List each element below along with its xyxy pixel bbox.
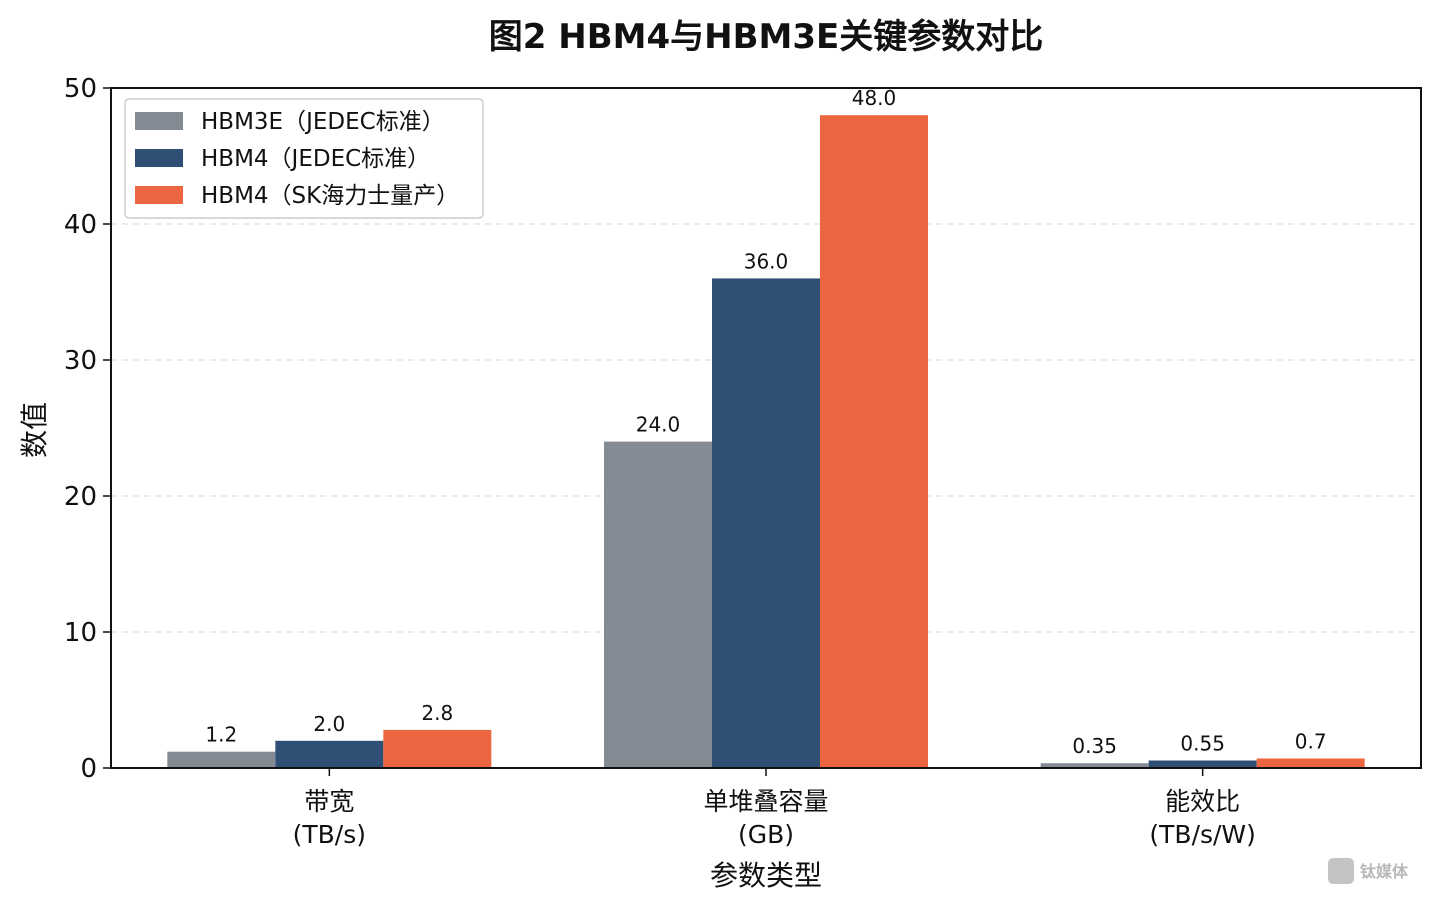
legend-label: HBM4（SK海力士量产） — [201, 183, 459, 209]
bar — [820, 115, 928, 768]
data-label: 2.0 — [313, 712, 345, 736]
watermark: 钛媒体 — [1328, 858, 1409, 884]
bars — [167, 115, 1365, 768]
watermark-logo-icon — [1328, 858, 1354, 884]
legend-label: HBM4（JEDEC标准） — [201, 146, 430, 172]
data-labels: 1.2 2.0 2.8 24.0 36.0 48.0 0.35 0.55 0.7 — [205, 86, 1326, 758]
bar — [383, 729, 492, 768]
x-tick-label: 单堆叠容量 — [703, 787, 828, 816]
y-tick-label: 20 — [64, 482, 97, 512]
data-label: 0.7 — [1295, 729, 1327, 753]
legend-swatch — [135, 112, 183, 130]
bar — [712, 278, 820, 768]
bar — [604, 441, 712, 768]
x-axis-ticks: 带宽 (TB/s) 单堆叠容量 (GB) 能效比 (TB/s/W) — [293, 768, 1256, 849]
bar — [1040, 763, 1149, 768]
data-label: 48.0 — [852, 86, 897, 110]
data-label: 1.2 — [205, 723, 237, 747]
x-axis-label: 参数类型 — [710, 859, 822, 892]
y-axis-label: 数值 — [18, 402, 51, 458]
y-tick-label: 10 — [64, 618, 97, 648]
watermark-text: 钛媒体 — [1360, 862, 1409, 881]
x-tick-label: 带宽 — [304, 787, 354, 816]
data-label: 36.0 — [744, 249, 789, 273]
legend-swatch — [135, 186, 183, 204]
legend-label: HBM3E（JEDEC标准） — [201, 109, 445, 135]
y-tick-label: 0 — [80, 754, 97, 784]
bar — [275, 740, 384, 768]
x-tick-label: 能效比 — [1165, 787, 1240, 816]
x-tick-label: (GB) — [738, 820, 794, 849]
legend: HBM3E（JEDEC标准） HBM4（JEDEC标准） HBM4（SK海力士量产） — [124, 98, 484, 219]
legend-box — [124, 98, 484, 219]
y-tick-label: 40 — [64, 210, 97, 240]
bar — [1256, 758, 1365, 768]
y-tick-label: 50 — [64, 74, 97, 104]
chart-title: 图2 HBM4与HBM3E关键参数对比 — [489, 17, 1043, 57]
bar — [167, 751, 276, 768]
data-label: 2.8 — [421, 701, 453, 725]
bar — [1148, 760, 1257, 768]
y-tick-label: 30 — [64, 346, 97, 376]
x-tick-label: (TB/s) — [293, 820, 366, 849]
legend-swatch — [135, 149, 183, 167]
y-axis-ticks: 0 10 20 30 40 50 — [64, 74, 111, 784]
data-label: 24.0 — [636, 413, 681, 437]
x-tick-label: (TB/s/W) — [1149, 820, 1256, 849]
data-label: 0.55 — [1180, 732, 1225, 756]
data-label: 0.35 — [1072, 734, 1117, 758]
